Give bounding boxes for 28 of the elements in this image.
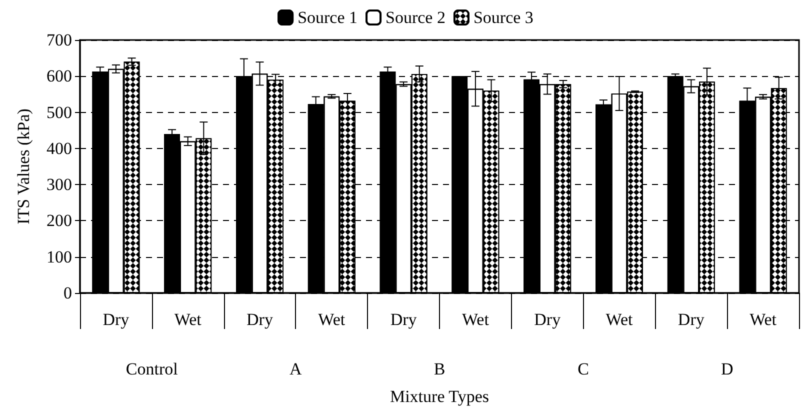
x-tick-label: Wet bbox=[318, 310, 346, 329]
y-axis-title: ITS Values (kPa) bbox=[14, 108, 33, 224]
x-tick-label: Dry bbox=[390, 310, 418, 329]
y-tick-label: 700 bbox=[46, 30, 72, 50]
y-tick-label: 400 bbox=[46, 138, 72, 158]
x-tick-label: Wet bbox=[462, 310, 490, 329]
x-tick-label: Wet bbox=[606, 310, 634, 329]
text: B bbox=[434, 360, 446, 378]
y-tick-label: 0 bbox=[64, 284, 72, 302]
text: D bbox=[720, 360, 734, 378]
text: A bbox=[290, 360, 303, 378]
x-tick-label: Dry bbox=[678, 310, 705, 329]
x-tick-label: Wet bbox=[174, 310, 202, 329]
text: C bbox=[578, 360, 589, 378]
y-tick-label: 200 bbox=[46, 211, 72, 230]
y-tick-label: 500 bbox=[46, 102, 72, 122]
y-tick-label: 300 bbox=[46, 175, 72, 194]
x-tick-label: Dry bbox=[246, 310, 274, 329]
legend-label: Source 3 bbox=[473, 8, 534, 27]
x-tick-label: Wet bbox=[750, 310, 777, 329]
x-axis-title: Mixture Types bbox=[390, 387, 490, 406]
legend-label: Source 1 bbox=[298, 8, 358, 27]
legend-label: Source 2 bbox=[386, 8, 446, 27]
text: Control bbox=[126, 360, 178, 378]
x-tick-label: Dry bbox=[102, 310, 130, 329]
y-tick-label: 100 bbox=[46, 247, 72, 266]
y-tick-label: 600 bbox=[46, 66, 72, 86]
x-tick-label: Dry bbox=[534, 310, 562, 329]
